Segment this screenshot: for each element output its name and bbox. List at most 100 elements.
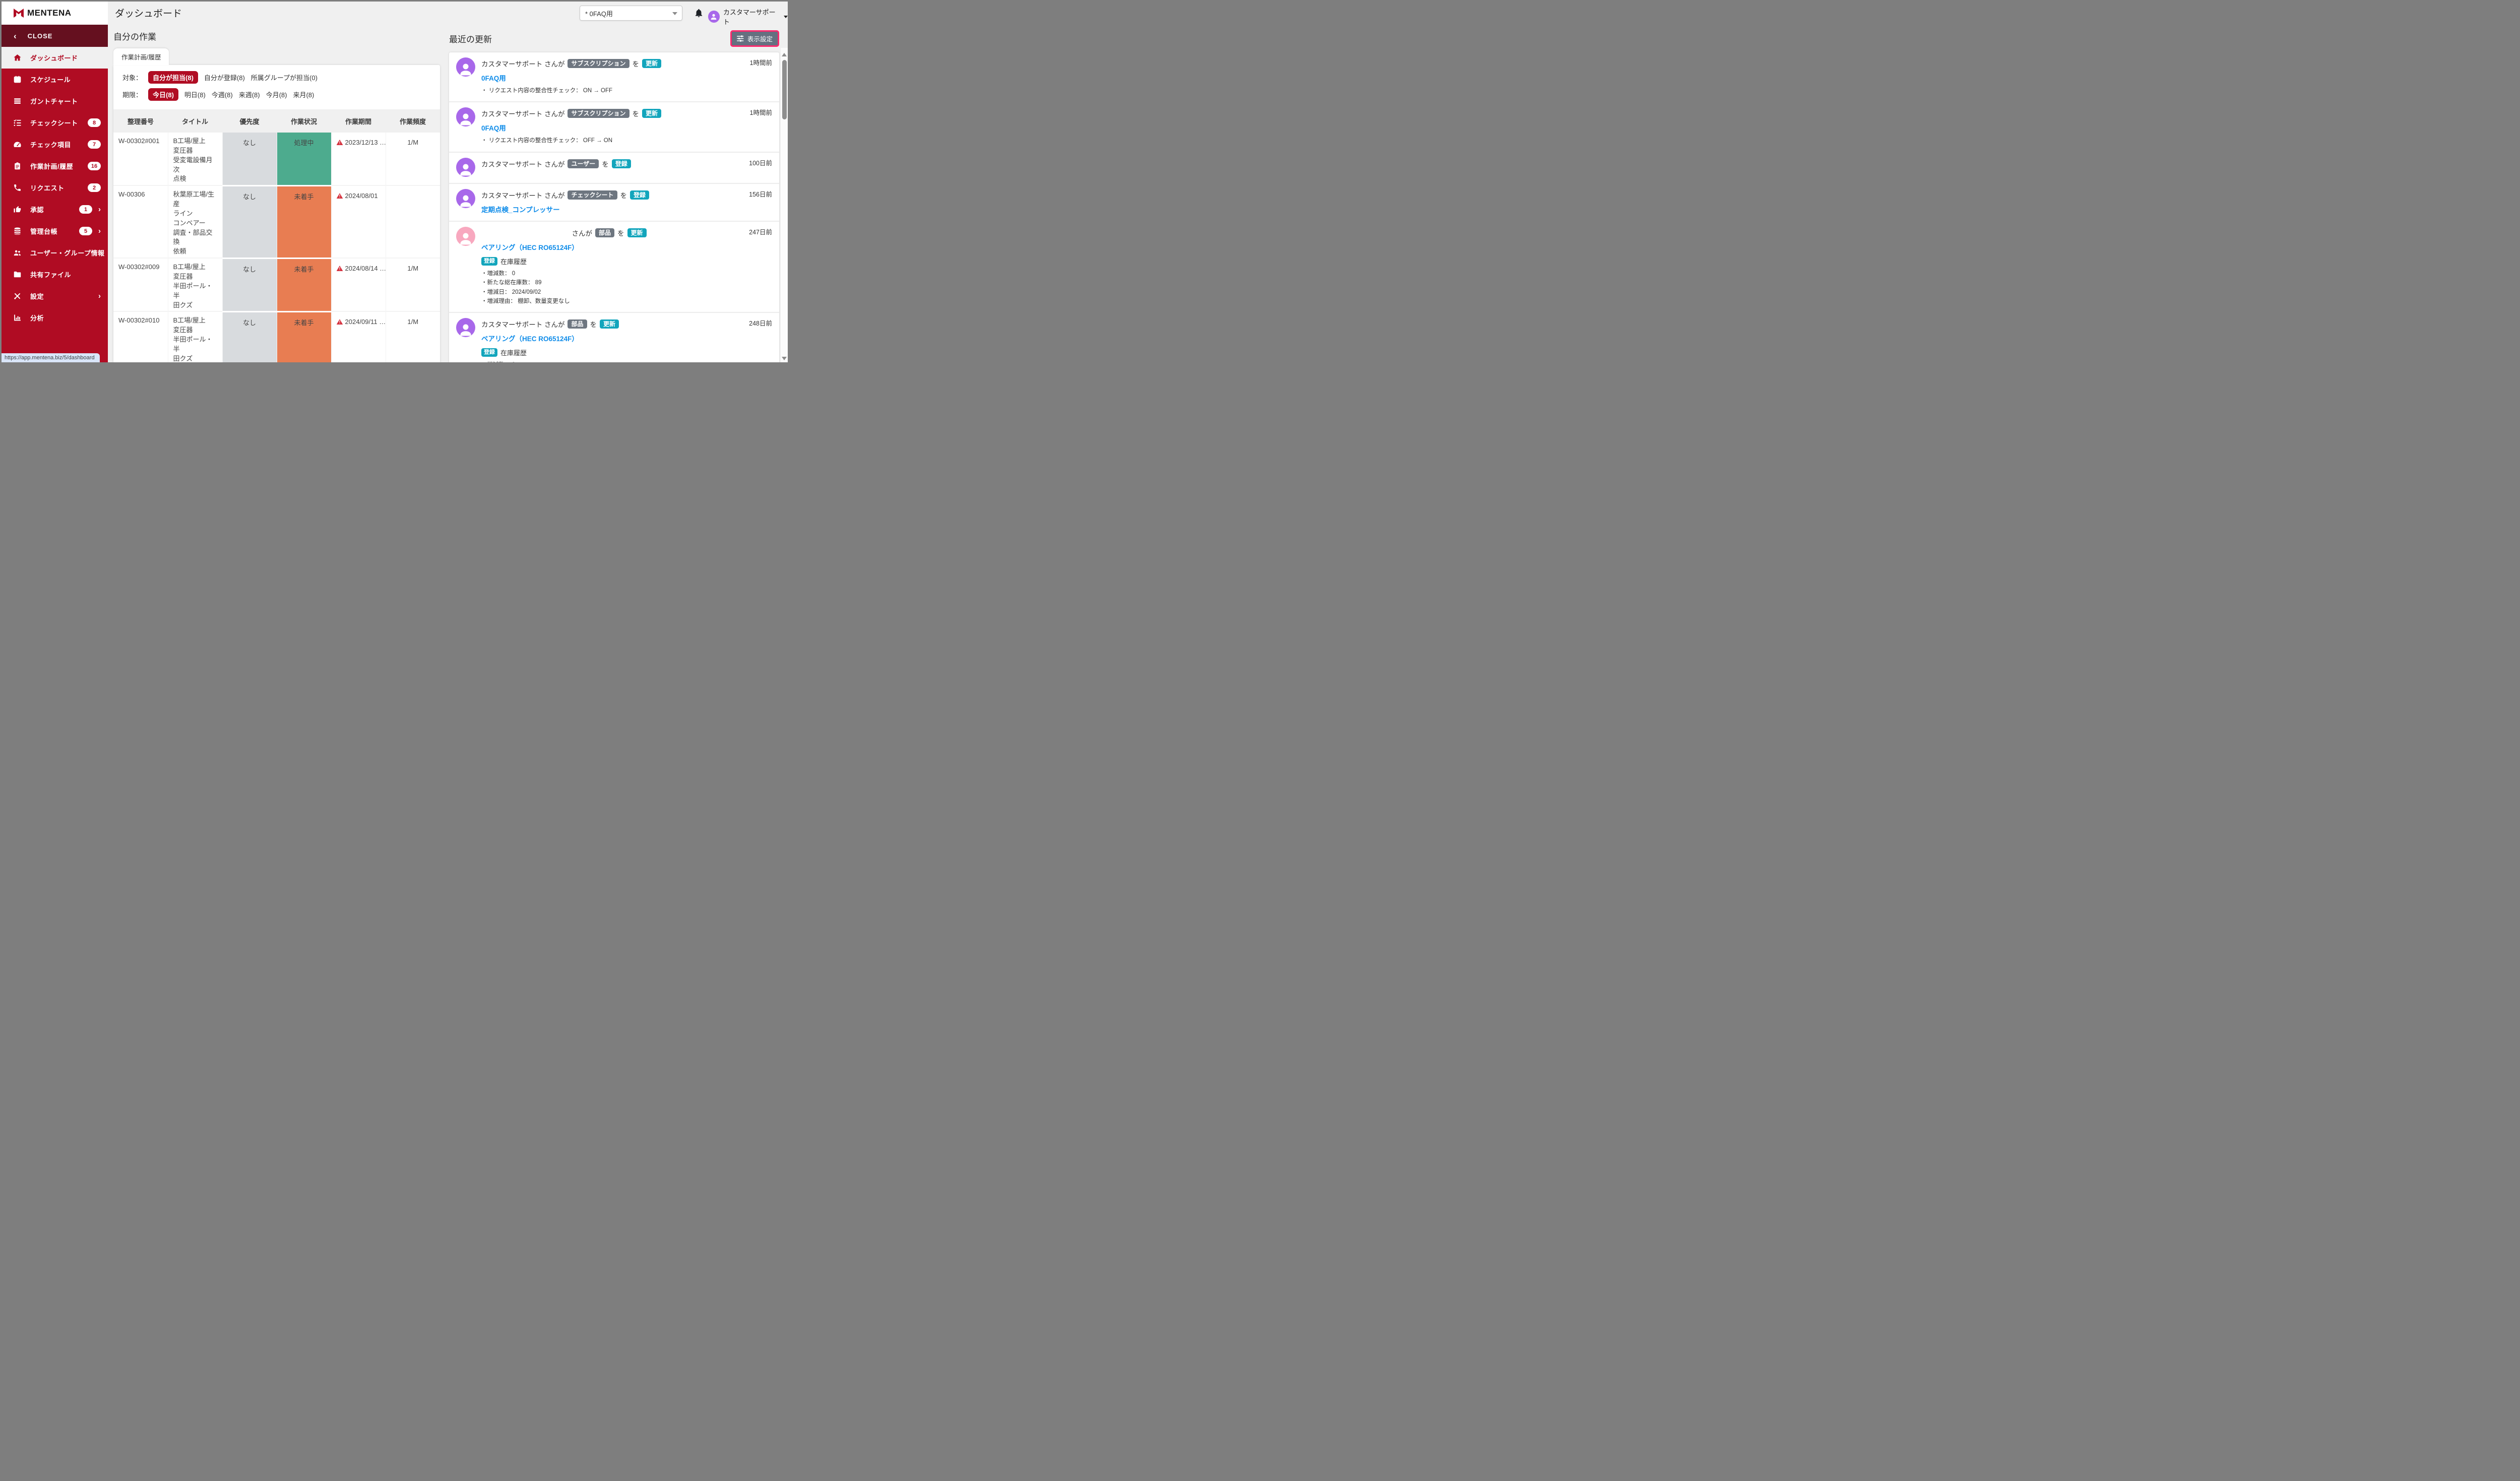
action-badge: 更新 <box>627 228 647 237</box>
user-avatar <box>708 11 720 23</box>
checklist-icon <box>13 118 22 127</box>
update-link[interactable]: 0FAQ用 <box>481 124 506 133</box>
database-icon <box>13 227 22 235</box>
sidebar-item-schedule[interactable]: スケジュール <box>2 69 108 90</box>
avatar <box>456 157 475 177</box>
update-item[interactable]: 1時間前 カスタマーサポート さんが サブスクリプション を 更新 0FAQ用 … <box>449 102 779 153</box>
sidebar-item-analytics[interactable]: 分析 <box>2 307 108 329</box>
page-title: ダッシュボード <box>115 9 182 19</box>
bar-chart-icon <box>13 313 22 322</box>
calendar-icon <box>13 75 22 84</box>
team-selector[interactable]: * 0FAQ用 <box>580 6 682 21</box>
update-link[interactable]: ベアリング（HEC RO65124F） <box>481 335 579 343</box>
scroll-up-arrow-icon[interactable] <box>782 53 787 56</box>
col-header-status: 作業状況 <box>277 109 331 133</box>
bell-icon <box>695 9 703 18</box>
tools-icon <box>13 292 22 300</box>
table-row[interactable]: W-00302#010 B工場/屋上 変圧器 半田ポール・半 田クズ なし 未着… <box>113 311 440 362</box>
person-icon <box>460 233 471 245</box>
count-badge: 5 <box>79 227 92 235</box>
display-settings-button[interactable]: 表示設定 <box>730 30 779 47</box>
top-header: MENTENA ダッシュボード * 0FAQ用 カスタマーサポート <box>2 2 788 26</box>
filter-assigned-to-me[interactable]: 自分が担当(8) <box>148 71 198 84</box>
sidebar-item-dashboard[interactable]: ダッシュボード <box>2 47 108 69</box>
update-item[interactable]: 1時間前 カスタマーサポート さんが サブスクリプション を 更新 0FAQ用 … <box>449 52 779 103</box>
scrollbar-thumb[interactable] <box>782 60 787 119</box>
folder-icon <box>13 270 22 279</box>
sidebar-item-settings[interactable]: 設定 › <box>2 285 108 307</box>
update-item[interactable]: 248日前 カスタマーサポート さんが 部品 を 更新 ベアリング（HEC RO… <box>449 313 779 362</box>
filter-due-today[interactable]: 今日(8) <box>148 88 178 101</box>
sidebar-item-ledger[interactable]: 管理台帳 5 › <box>2 220 108 242</box>
work-table: 整理番号 タイトル 優先度 作業状況 作業期間 作業頻度 W-00302#001… <box>113 109 440 362</box>
update-actor: さんが <box>572 229 592 237</box>
avatar <box>456 57 475 77</box>
table-row[interactable]: W-00302#009 B工場/屋上 変圧器 半田ポール・半 田クズ なし 未着… <box>113 258 440 312</box>
update-item[interactable]: 247日前 さんが 部品 を 更新 ベアリング（HEC RO65124F） 登録… <box>449 222 779 313</box>
update-actor: カスタマーサポート さんが <box>481 191 565 200</box>
object-badge: サブスクリプション <box>568 109 629 118</box>
status-badge: 処理中 <box>277 133 332 186</box>
filter-due-next-week[interactable]: 来週(8) <box>238 91 260 99</box>
sidebar-item-checkitems[interactable]: チェック項目 7 <box>2 134 108 155</box>
filter-due-next-month[interactable]: 来月(8) <box>293 91 314 99</box>
recent-updates-section: 最近の更新 表示設定 1時間前 カスタマーサポート さんが サブスクリプション … <box>449 25 779 362</box>
update-actor: カスタマーサポート さんが <box>481 60 565 68</box>
status-badge: 未着手 <box>277 185 332 259</box>
filter-my-group[interactable]: 所属グループが担当(0) <box>250 74 318 82</box>
app-window: MENTENA ダッシュボード * 0FAQ用 カスタマーサポート ‹ CLOS… <box>2 2 788 362</box>
object-badge: 部品 <box>595 228 614 237</box>
action-badge: 登録 <box>630 190 650 200</box>
col-header-id: 整理番号 <box>113 109 168 133</box>
update-link[interactable]: 0FAQ用 <box>481 75 506 82</box>
sidebar-item-checksheet[interactable]: チェックシート 8 <box>2 112 108 134</box>
object-badge: ユーザー <box>568 159 599 168</box>
sidebar-item-user-group-info[interactable]: ユーザー・グループ情報 <box>2 242 108 264</box>
work-panel: 対象： 自分が担当(8) 自分が登録(8) 所属グループが担当(0) 期限： 今… <box>113 65 440 362</box>
update-link[interactable]: 定期点検_コンプレッサー <box>481 206 560 214</box>
action-badge: 更新 <box>642 109 662 118</box>
sidebar-item-gantt[interactable]: ガントチャート <box>2 90 108 112</box>
scroll-down-arrow-icon[interactable] <box>782 357 787 360</box>
vertical-scrollbar[interactable] <box>781 48 788 362</box>
update-details: ・ リクエスト内容の整合性チェック： OFF → ON <box>481 138 613 144</box>
update-details: ・増減数： 0 ・新たな総在庫数： 89 ・増減日： 2024/09/02 ・増… <box>481 360 737 362</box>
person-icon <box>460 195 471 207</box>
sidebar-item-workplans[interactable]: 作業計画/履歴 16 <box>2 155 108 177</box>
mentena-logo[interactable]: MENTENA <box>13 7 72 19</box>
phone-icon <box>13 183 22 192</box>
filter-due-this-week[interactable]: 今週(8) <box>211 91 233 99</box>
logo-zone: MENTENA <box>2 2 108 25</box>
update-details: ・増減数： 0 ・新たな総在庫数： 89 ・増減日： 2024/09/02 ・増… <box>481 270 570 304</box>
table-row[interactable]: W-00302#001 B工場/屋上 変圧器 受変電設備月次 点検 なし 処理中… <box>113 133 440 186</box>
sidebar-collapse-button[interactable]: ‹ CLOSE <box>2 25 108 47</box>
tab-work-plans[interactable]: 作業計画/履歴 <box>113 48 169 65</box>
sidebar-item-approval[interactable]: 承認 1 › <box>2 199 108 220</box>
count-badge: 2 <box>88 183 101 192</box>
update-link[interactable]: ベアリング（HEC RO65124F） <box>481 243 579 251</box>
update-item[interactable]: 156日前 カスタマーサポート さんが チェックシート を 登録 定期点検_コン… <box>449 184 779 222</box>
person-icon <box>460 113 471 125</box>
update-time: 156日前 <box>749 190 772 198</box>
avatar <box>456 107 475 127</box>
thumbs-up-icon <box>13 205 22 214</box>
table-row[interactable]: W-00306 秋葉原工場/生産 ライン コンベアー 調査・部品交換 依頼 なし… <box>113 185 440 259</box>
chevron-down-icon <box>784 15 788 18</box>
update-time: 247日前 <box>749 228 772 236</box>
action-badge: 登録 <box>611 159 631 168</box>
update-time: 1時間前 <box>749 59 772 67</box>
sidebar-item-request[interactable]: リクエスト 2 <box>2 177 108 199</box>
user-menu[interactable]: カスタマーサポート <box>708 7 788 26</box>
filter-registered-by-me[interactable]: 自分が登録(8) <box>204 74 245 82</box>
sidebar: ‹ CLOSE ダッシュボード スケジュール ガントチャート チェックシート 8… <box>2 25 108 362</box>
filter-due-tomorrow[interactable]: 明日(8) <box>184 91 206 99</box>
filter-due-this-month[interactable]: 今月(8) <box>266 91 287 99</box>
update-item[interactable]: 100日前 カスタマーサポート さんが ユーザー を 登録 <box>449 153 779 184</box>
sub-label: 在庫履歴 <box>500 257 527 266</box>
sub-label: 在庫履歴 <box>500 349 527 357</box>
my-work-title: 自分の作業 <box>113 32 156 42</box>
recent-updates-title: 最近の更新 <box>449 34 492 44</box>
sidebar-item-shared-files[interactable]: 共有ファイル <box>2 264 108 285</box>
browser-status-url: https://app.mentena.biz/5/dashboard <box>2 353 100 362</box>
notification-bell-button[interactable] <box>694 8 704 18</box>
